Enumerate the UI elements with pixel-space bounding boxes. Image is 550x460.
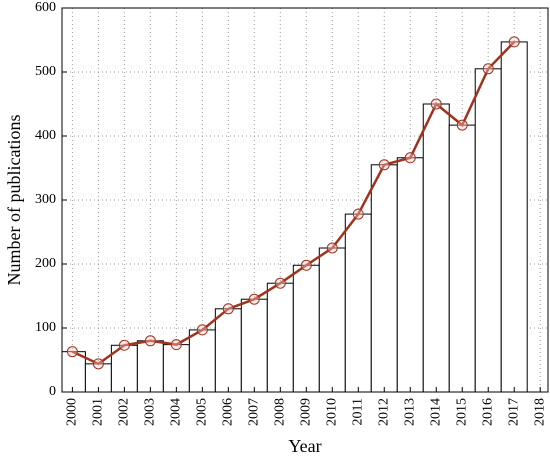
bar (240, 298, 268, 392)
x-tick-label: 2008 (273, 398, 288, 426)
ticks: 0 100 200 300 400 500 600 2000 2001 2002 2003 2004 2… (35, 0, 547, 426)
point (222, 303, 234, 315)
x-tick-label: 2010 (325, 398, 340, 426)
x-tick-label: 2007 (247, 398, 262, 426)
bar (422, 103, 450, 392)
point (430, 98, 442, 110)
y-tick-label: 200 (35, 256, 56, 271)
bar (62, 351, 86, 392)
bar (500, 41, 528, 392)
y-tick-label: 100 (35, 320, 56, 335)
bar (214, 308, 242, 392)
y-axis-title: Number of publications (4, 115, 24, 286)
y-tick-label: 500 (35, 64, 56, 79)
x-tick-label: 2014 (428, 398, 443, 426)
bar (448, 124, 476, 392)
point (456, 119, 468, 131)
y-tick-label: 600 (35, 0, 56, 15)
x-tick-label: 2001 (91, 398, 106, 426)
line-layer (66, 36, 520, 370)
x-tick-label: 2013 (402, 398, 417, 426)
point (118, 339, 130, 351)
point (300, 259, 312, 271)
bar (474, 68, 502, 392)
bar (396, 157, 424, 392)
bar (318, 247, 346, 392)
point (170, 339, 182, 351)
point (378, 159, 390, 171)
bar (162, 344, 190, 392)
bar (370, 164, 398, 392)
x-tick-label: 2005 (195, 398, 210, 426)
x-tick-label: 2004 (169, 398, 184, 426)
y-tick-label: 400 (35, 128, 56, 143)
x-tick-label: 2018 (532, 398, 547, 426)
point (144, 335, 156, 347)
x-tick-label: 2002 (117, 398, 132, 426)
bar (292, 264, 320, 392)
point (508, 36, 520, 48)
y-tick-label: 0 (49, 384, 56, 399)
point (274, 277, 286, 289)
bar (344, 213, 372, 392)
y-tick-label: 300 (35, 192, 56, 207)
bars (62, 41, 528, 392)
point (404, 152, 416, 164)
x-tick-label: 2012 (376, 398, 391, 426)
point (326, 242, 338, 254)
x-axis-title: Year (288, 436, 321, 456)
x-tick-label: 2003 (143, 398, 158, 426)
x-tick-label: 2006 (221, 398, 236, 426)
point (248, 293, 260, 305)
bar (266, 282, 294, 392)
point (196, 324, 208, 336)
bar (188, 329, 216, 392)
point (92, 358, 104, 370)
x-tick-label: 2009 (299, 398, 314, 426)
trend-line (71, 41, 516, 366)
point (352, 208, 364, 220)
point (66, 346, 78, 358)
point (482, 63, 494, 75)
x-tick-label: 2017 (506, 398, 521, 426)
x-tick-label: 2000 (65, 398, 80, 426)
x-tick-label: 2015 (454, 398, 469, 426)
x-tick-label: 2011 (350, 398, 365, 425)
x-tick-label: 2016 (480, 398, 495, 426)
bar (136, 340, 164, 392)
